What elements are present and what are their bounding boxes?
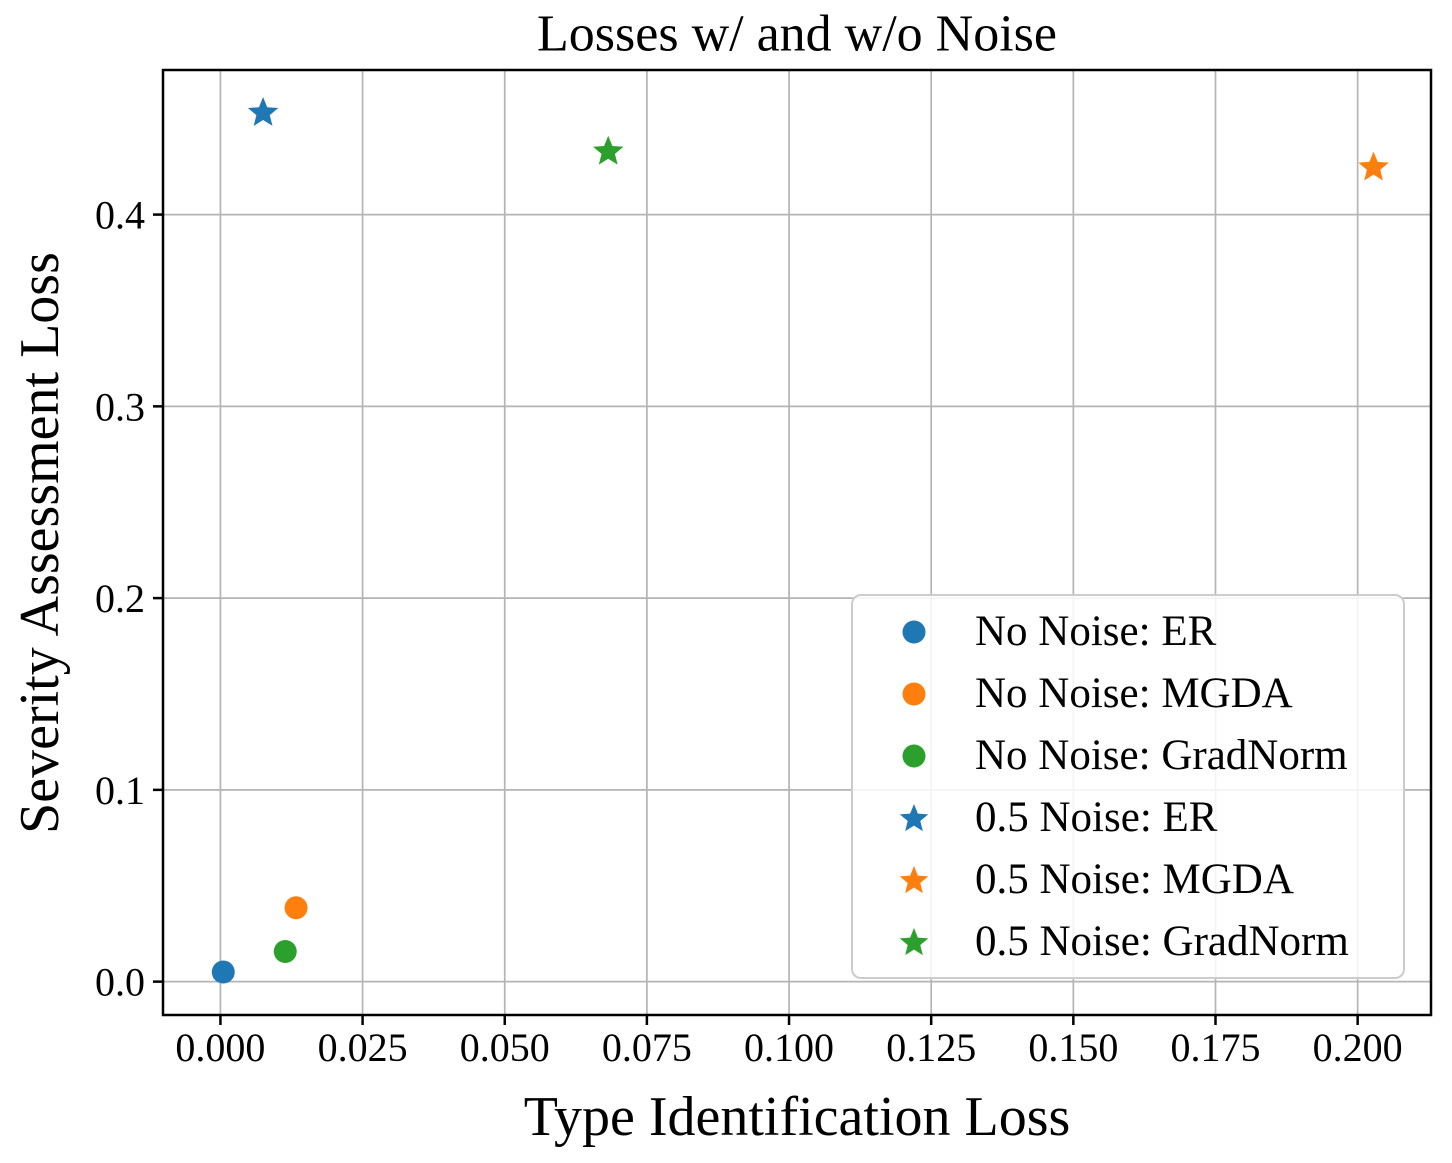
x-tick-label: 0.000 bbox=[175, 1025, 265, 1070]
x-tick-label: 0.075 bbox=[602, 1025, 692, 1070]
legend-item-0-5-noise-er: 0.5 Noise: ER bbox=[853, 787, 1403, 849]
legend-item-no-noise-er: No Noise: ER bbox=[853, 601, 1403, 663]
star-marker-shape bbox=[899, 803, 929, 831]
star-marker-icon bbox=[899, 927, 929, 955]
legend-item-0-5-noise-mgda: 0.5 Noise: MGDA bbox=[853, 849, 1403, 911]
x-tick-label: 0.125 bbox=[886, 1025, 976, 1070]
legend-item-no-noise-gradnorm: No Noise: GradNorm bbox=[853, 725, 1403, 787]
star-marker-icon bbox=[899, 865, 929, 893]
x-tick-label: 0.100 bbox=[744, 1025, 834, 1070]
legend-item-no-noise-mgda: No Noise: MGDA bbox=[853, 663, 1403, 725]
x-tick-label: 0.175 bbox=[1170, 1025, 1260, 1070]
data-point-no-noise-gradnorm bbox=[273, 940, 297, 964]
data-point-no-noise-mgda bbox=[284, 896, 308, 920]
data-point-0-5-noise-mgda bbox=[1358, 151, 1389, 181]
circle-marker-shape bbox=[902, 744, 926, 767]
legend-label: No Noise: MGDA bbox=[975, 670, 1293, 717]
x-axis-label: Type Identification Loss bbox=[523, 1086, 1071, 1148]
circle-marker-icon bbox=[853, 612, 975, 652]
y-tick-label: 0.0 bbox=[95, 960, 145, 1005]
x-tick-label: 0.150 bbox=[1028, 1025, 1118, 1070]
data-point-0-5-noise-gradnorm bbox=[593, 135, 624, 165]
x-tick-label: 0.025 bbox=[318, 1025, 408, 1070]
x-tick-label: 0.050 bbox=[460, 1025, 550, 1070]
legend-label: No Noise: GradNorm bbox=[975, 732, 1348, 779]
legend-label: 0.5 Noise: ER bbox=[975, 794, 1218, 841]
circle-marker-shape bbox=[902, 682, 926, 705]
circle-marker-icon bbox=[902, 620, 926, 643]
legend-label: 0.5 Noise: MGDA bbox=[975, 856, 1294, 903]
circle-marker-icon bbox=[853, 674, 975, 714]
star-marker-shape bbox=[899, 865, 929, 893]
y-tick-label: 0.2 bbox=[95, 576, 145, 621]
circle-marker-shape bbox=[902, 620, 926, 643]
data-point-no-noise-er bbox=[211, 960, 235, 984]
legend-item-0-5-noise-gradnorm: 0.5 Noise: GradNorm bbox=[853, 911, 1403, 973]
circle-marker-icon bbox=[902, 744, 926, 767]
star-marker-icon bbox=[853, 922, 975, 962]
legend: No Noise: ER No Noise: MGDA No Noise: Grad… bbox=[851, 594, 1405, 979]
chart-title: Losses w/ and w/o Noise bbox=[537, 5, 1057, 63]
data-point-0-5-noise-er bbox=[247, 96, 279, 126]
y-tick-label: 0.3 bbox=[95, 384, 145, 429]
axes-border bbox=[161, 68, 1433, 1017]
circle-marker-icon bbox=[853, 736, 975, 776]
star-marker-icon bbox=[853, 860, 975, 900]
star-marker-icon bbox=[853, 798, 975, 838]
x-tick-label: 0.200 bbox=[1313, 1025, 1403, 1070]
circle-marker-icon bbox=[902, 682, 926, 705]
y-tick-label: 0.4 bbox=[95, 193, 145, 238]
y-tick-label: 0.1 bbox=[95, 768, 145, 813]
star-marker-shape bbox=[899, 927, 929, 955]
legend-label: No Noise: ER bbox=[975, 608, 1217, 655]
legend-label: 0.5 Noise: GradNorm bbox=[975, 918, 1349, 965]
star-marker-icon bbox=[899, 803, 929, 831]
